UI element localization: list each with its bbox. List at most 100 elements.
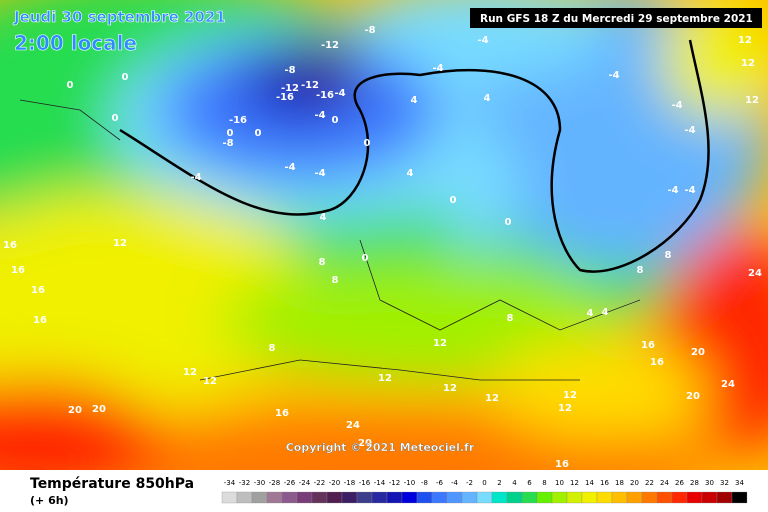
legend-label: 32 [720, 479, 729, 487]
legend-label: 14 [585, 479, 594, 487]
contour-label: 24 [346, 420, 360, 431]
legend-label: 30 [705, 479, 714, 487]
contour-label: 12 [183, 367, 197, 378]
legend-label: -2 [466, 479, 473, 487]
contour-label: -4 [684, 125, 695, 136]
contour-label: 20 [68, 405, 82, 416]
contour-label: -4 [314, 168, 325, 179]
contour-label: -16 [276, 92, 294, 103]
contour-label: 12 [741, 58, 755, 69]
contour-label: 8 [319, 257, 326, 268]
footer-title: Température 850hPa [30, 476, 194, 492]
run-banner [470, 8, 762, 28]
legend-swatch [281, 491, 298, 504]
legend-swatch [476, 491, 493, 504]
legend-swatch [551, 491, 568, 504]
legend-label: -6 [436, 479, 444, 487]
legend-label: -32 [239, 479, 250, 487]
legend-swatch [296, 491, 313, 504]
legend-label: -12 [389, 479, 400, 487]
legend-label: -28 [269, 479, 280, 487]
contour-label: 0 [364, 138, 371, 149]
legend-swatch [536, 491, 553, 504]
copyright: Copyright © 2021 Meteociel.fr [286, 441, 475, 454]
contour-label: 12 [745, 95, 759, 106]
legend-label: -30 [254, 479, 265, 487]
contour-label: 8 [332, 275, 339, 286]
legend-label: 0 [482, 479, 486, 487]
legend-label: -20 [329, 479, 340, 487]
contour-label: 4 [602, 307, 609, 318]
legend-label: 10 [555, 479, 564, 487]
contour-label: 12 [113, 238, 127, 249]
contour-label: -4 [190, 172, 201, 183]
legend-label: -16 [359, 479, 371, 487]
coastline [19, 99, 641, 381]
contour-label: 12 [738, 35, 752, 46]
legend-label: 6 [527, 479, 532, 487]
legend-swatch [236, 491, 253, 504]
contour-label: 12 [563, 390, 577, 401]
contour-label: 16 [275, 408, 289, 419]
contour-labels: -8-12-8-12-12-16 -16 -4-160 0-4 0-8-4-4-4000… [3, 25, 762, 470]
contour-label: 12 [558, 403, 572, 414]
legend-swatch [446, 491, 463, 504]
contour-label: -4 [667, 185, 678, 196]
legend-swatch [731, 491, 748, 504]
forecast-step: (+ 6h) [30, 494, 69, 507]
footer [0, 470, 768, 512]
contour-label: -12 [281, 83, 299, 94]
contour-label: 24 [721, 379, 735, 390]
legend-swatch [716, 491, 733, 504]
legend-label: -26 [284, 479, 296, 487]
contour-label: 24 [748, 268, 762, 279]
contour-label: -4 [314, 110, 325, 121]
legend-swatch [656, 491, 673, 504]
legend-label: -24 [299, 479, 311, 487]
contour-label: 12 [378, 373, 392, 384]
legend-swatch [506, 491, 523, 504]
contour-label: 16 [33, 315, 47, 326]
legend-label: 8 [542, 479, 546, 487]
contour-label: 16 [11, 265, 25, 276]
legend-label: 28 [690, 479, 699, 487]
run-info: Run GFS 18 Z du Mercredi 29 septembre 20… [480, 13, 753, 25]
contour-label: 16 [31, 285, 45, 296]
contour-label: 0 [112, 113, 119, 124]
legend-swatch [581, 491, 598, 504]
legend-label: -18 [344, 479, 355, 487]
contour-label: -8 [222, 138, 233, 149]
contour-label: -4 [684, 185, 695, 196]
legend-label: 18 [615, 479, 624, 487]
legend-swatch [326, 491, 343, 504]
contour-label: 20 [92, 404, 106, 415]
contour-label: 20 [691, 347, 705, 358]
legend-swatch [596, 491, 613, 504]
contour-label: 12 [443, 383, 457, 394]
legend-swatch [641, 491, 658, 504]
legend-swatch [461, 491, 478, 504]
zero-isotherm [119, 39, 710, 273]
legend-label: 20 [630, 479, 639, 487]
contour-label: 16 [555, 459, 569, 470]
contour-label: -16 [316, 90, 334, 101]
legend-label: -34 [224, 479, 236, 487]
legend-label: -4 [451, 479, 459, 487]
contour-label: 4 [411, 95, 418, 106]
contour-label: -8 [364, 25, 375, 36]
legend-label: -8 [421, 479, 428, 487]
contour-label: -8 [284, 65, 295, 76]
legend-label: 12 [570, 479, 579, 487]
contour-label: 16 [3, 240, 17, 251]
legend-label: 4 [512, 479, 517, 487]
legend-swatch [671, 491, 688, 504]
contour-label: -4 [608, 70, 619, 81]
contour-label: 16 [650, 357, 664, 368]
legend-swatch [626, 491, 643, 504]
contour-label: 8 [637, 265, 644, 276]
legend-swatch [251, 491, 268, 504]
legend-swatch [701, 491, 718, 504]
legend-swatch [611, 491, 628, 504]
